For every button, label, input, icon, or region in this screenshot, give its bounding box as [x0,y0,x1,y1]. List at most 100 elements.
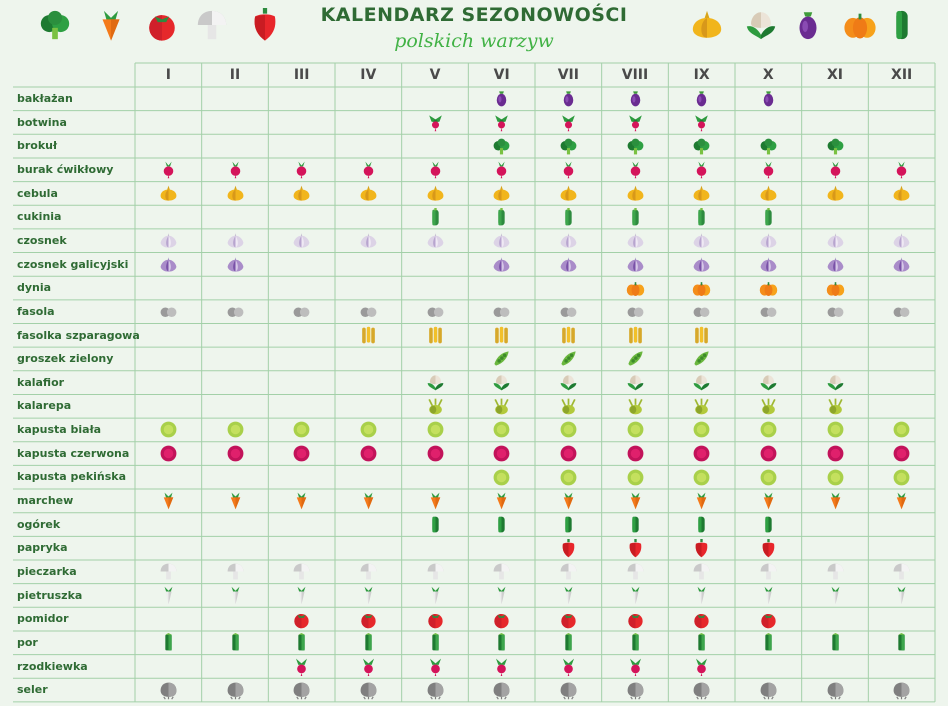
carrot-icon [159,491,178,514]
red-cabbage-icon [826,444,845,467]
bean-icon [226,302,245,325]
pepper-icon [759,538,778,562]
carrot-icon [626,491,645,514]
beet-leaves-icon [426,113,445,136]
zucchini-icon [492,207,511,231]
onion-icon [692,184,711,207]
eggplant-icon [492,89,511,112]
month-label: VII [557,67,579,83]
vegetable-label: groszek zielony [17,352,114,366]
red-cabbage-icon [892,444,911,467]
celeriac-icon [892,681,911,704]
month-label: XII [891,67,913,83]
page-subtitle: polskich warzyw [394,30,554,52]
pepper-icon [692,538,711,562]
chinese-cabbage-icon [892,468,911,491]
mushroom-icon [195,8,229,46]
zucchini-icon [559,207,578,231]
celeriac-icon [292,681,311,704]
tomato-icon [359,610,378,633]
cucumber-icon [559,515,578,538]
chinese-cabbage-icon [826,468,845,491]
celeriac-icon [692,681,711,704]
radish-icon [492,657,511,680]
eggplant-icon [692,89,711,112]
mushroom-icon [826,562,845,585]
month-label: X [762,67,774,83]
purple-garlic-icon [226,255,245,278]
broccoli-icon [692,137,711,160]
month-label: III [293,67,310,83]
pumpkin-icon [826,279,845,302]
tomato-icon [759,610,778,633]
bean-icon [159,302,178,325]
cucumber-icon [885,8,919,46]
carrot-icon [426,491,445,514]
leek-icon [359,633,378,656]
cauliflower-icon [492,373,511,396]
beet-leaves-icon [492,113,511,136]
carrot-icon [892,491,911,514]
kohlrabi-icon [559,397,578,420]
radish-icon [559,657,578,680]
chinese-cabbage-icon [759,468,778,491]
red-cabbage-icon [426,444,445,467]
vegetable-label: botwina [17,115,67,129]
purple-garlic-icon [892,255,911,278]
leek-icon [826,633,845,656]
chinese-cabbage-icon [492,468,511,491]
month-label: IX [693,67,710,83]
vegetable-label: por [17,635,38,649]
beet-icon [426,160,445,183]
bean-icon [426,302,445,325]
leek-icon [226,633,245,656]
vegetable-label: cebula [17,186,58,200]
beet-icon [559,160,578,183]
white-cabbage-icon [159,420,178,443]
bean-icon [292,302,311,325]
cucumber-icon [492,515,511,538]
mushroom-icon [892,562,911,585]
page-title: KALENDARZ SEZONOWOŚCI [320,4,628,26]
parsley-root-icon [626,586,645,609]
carrot-icon [94,8,128,46]
broccoli-icon [626,137,645,160]
beet-icon [492,160,511,183]
mushroom-icon [226,562,245,585]
pepper-icon [626,538,645,562]
kohlrabi-icon [492,397,511,420]
vegetable-label: kapusta pekińska [17,470,127,484]
vegetable-label: marchew [17,494,74,508]
white-cabbage-icon [426,420,445,443]
mushroom-icon [159,562,178,585]
cucumber-icon [426,515,445,538]
month-label: I [165,67,171,83]
peas-icon [559,349,578,372]
mushroom-icon [426,562,445,585]
parsley-root-icon [426,586,445,609]
garlic-icon [159,231,178,254]
white-cabbage-icon [826,420,845,443]
beet-leaves-icon [692,113,711,136]
onion-icon [359,184,378,207]
onion-icon [892,184,911,207]
vegetable-label: pietruszka [17,588,83,602]
pumpkin-icon [843,8,877,46]
onion-icon [626,184,645,207]
pepper-icon [559,538,578,562]
mushroom-icon [559,562,578,585]
purple-garlic-icon [692,255,711,278]
month-label: VI [493,67,510,83]
beet-icon [226,160,245,183]
vegetable-label: kapusta czerwona [17,446,130,460]
garlic-icon [292,231,311,254]
mushroom-icon [492,562,511,585]
cauliflower-icon [426,373,445,396]
vegetable-label: czosnek [17,233,67,247]
carrot-icon [292,491,311,514]
onion-icon [292,184,311,207]
radish-icon [359,657,378,680]
radish-icon [292,657,311,680]
green-beans-icon [492,326,511,349]
